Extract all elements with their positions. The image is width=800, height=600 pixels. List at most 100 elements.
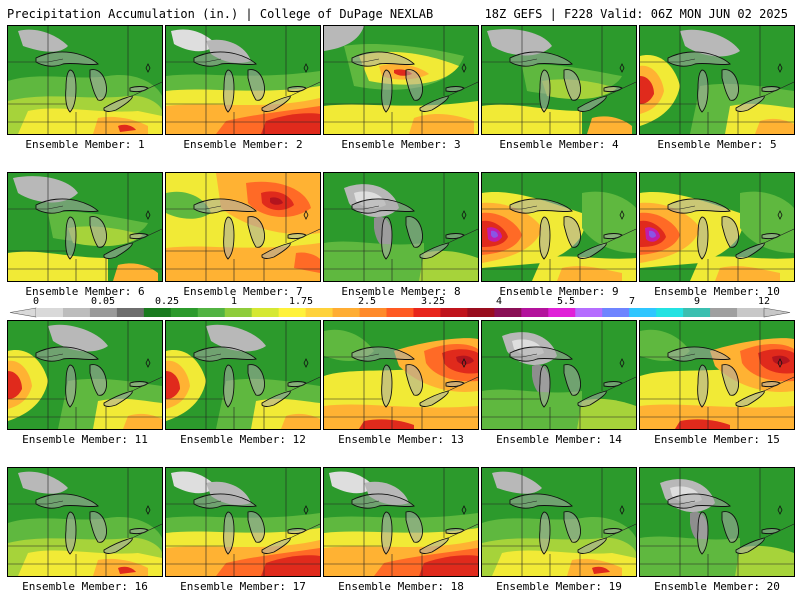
political-border — [447, 81, 478, 97]
city-marker — [777, 358, 783, 368]
political-border — [447, 523, 478, 539]
precip-colorbar: 0 0.05 0.25 1 1.75 2.5 3.25 4 5.5 7 9 12 — [0, 296, 800, 318]
lake-michigan — [381, 511, 393, 555]
lake-michigan — [381, 216, 393, 260]
city-marker — [777, 210, 783, 220]
lake-huron — [405, 511, 423, 543]
ensemble-member-panel: Ensemble Member: 7 — [165, 172, 321, 302]
ensemble-member-panel: Ensemble Member: 1 — [7, 25, 163, 155]
lake-michigan — [223, 69, 235, 113]
precip-contour — [487, 29, 552, 56]
colorbar-segment — [305, 308, 334, 317]
lake-superior — [351, 198, 415, 214]
ensemble-member-panel: Ensemble Member: 19 — [481, 467, 637, 597]
map-frame — [165, 172, 321, 282]
ensemble-member-label: Ensemble Member: 15 — [654, 433, 780, 446]
ensemble-member-panel: Ensemble Member: 2 — [165, 25, 321, 155]
lake-superior — [193, 346, 257, 362]
ensemble-member-label: Ensemble Member: 11 — [22, 433, 148, 446]
lake-ontario — [761, 233, 781, 239]
ensemble-member-panel: Ensemble Member: 10 — [639, 172, 795, 302]
lake-ontario — [603, 86, 623, 92]
city-marker — [145, 210, 151, 220]
city-marker — [461, 505, 467, 515]
map-frame — [165, 320, 321, 430]
city-marker — [145, 358, 151, 368]
political-border — [605, 376, 636, 392]
ensemble-member-panel: Ensemble Member: 16 — [7, 467, 163, 597]
lake-ontario — [287, 528, 307, 534]
lake-superior — [667, 346, 731, 362]
colorbar-tick-label: 9 — [693, 296, 701, 307]
colorbar-segment — [629, 308, 657, 317]
precip-map — [324, 321, 478, 429]
colorbar-segment — [521, 308, 549, 317]
lake-michigan — [65, 69, 77, 113]
precip-contour — [270, 197, 283, 205]
lake-michigan — [223, 364, 235, 408]
lake-superior — [667, 493, 731, 509]
ensemble-member-panel: Ensemble Member: 8 — [323, 172, 479, 302]
ensemble-member-panel: Ensemble Member: 11 — [7, 320, 163, 450]
political-border — [605, 81, 636, 97]
lake-huron — [247, 69, 265, 101]
precip-map — [166, 321, 320, 429]
political-border — [131, 376, 162, 392]
colorbar-tick-label: 2.5 — [357, 296, 377, 307]
precip-contour — [419, 250, 478, 281]
precip-contour — [8, 251, 108, 281]
precip-contour — [419, 555, 478, 576]
ensemble-member-label: Ensemble Member: 18 — [338, 580, 464, 593]
lake-superior — [35, 51, 99, 67]
ensemble-member-label: Ensemble Member: 8 — [341, 285, 461, 298]
precip-contour — [359, 419, 414, 429]
precip-contour — [8, 371, 22, 399]
map-frame — [165, 25, 321, 135]
political-border — [605, 523, 636, 539]
lake-michigan — [381, 364, 393, 408]
map-frame — [323, 320, 479, 430]
lake-superior — [351, 51, 415, 67]
precip-contour — [18, 471, 68, 494]
ensemble-member-panel: Ensemble Member: 3 — [323, 25, 479, 155]
lake-ontario — [129, 381, 149, 387]
precip-map — [166, 468, 320, 576]
precip-contour — [123, 413, 162, 429]
map-frame — [7, 467, 163, 577]
ensemble-member-panel: Ensemble Member: 20 — [639, 467, 795, 597]
precip-contour — [206, 324, 266, 352]
map-frame — [481, 172, 637, 282]
map-frame — [323, 467, 479, 577]
political-border — [131, 228, 162, 244]
ensemble-member-label: Ensemble Member: 16 — [22, 580, 148, 593]
precip-contour — [18, 29, 68, 52]
map-frame — [7, 172, 163, 282]
lake-ontario — [761, 86, 781, 92]
colorbar-tick-label: 1.75 — [288, 296, 314, 307]
precip-contour — [456, 355, 474, 365]
precip-contour — [587, 116, 632, 134]
lake-erie — [577, 537, 607, 554]
lake-huron — [721, 216, 739, 248]
colorbar-segment — [143, 308, 172, 317]
lake-huron — [563, 69, 581, 101]
map-frame — [7, 320, 163, 430]
colorbar-segment — [251, 308, 280, 317]
lake-huron — [89, 511, 107, 543]
precip-contour — [592, 566, 610, 574]
precip-map — [324, 173, 478, 281]
ensemble-member-label: Ensemble Member: 9 — [499, 285, 619, 298]
map-frame — [481, 467, 637, 577]
lake-superior — [35, 198, 99, 214]
precip-contour — [680, 29, 740, 57]
ensemble-member-panel: Ensemble Member: 14 — [481, 320, 637, 450]
lake-huron — [89, 69, 107, 101]
city-marker — [303, 210, 309, 220]
lake-michigan — [697, 69, 709, 113]
colorbar-segment — [224, 308, 253, 317]
lake-erie — [735, 95, 765, 112]
map-frame — [481, 320, 637, 430]
precip-contour — [113, 263, 158, 281]
precip-contour — [482, 389, 582, 429]
city-marker — [145, 63, 151, 73]
